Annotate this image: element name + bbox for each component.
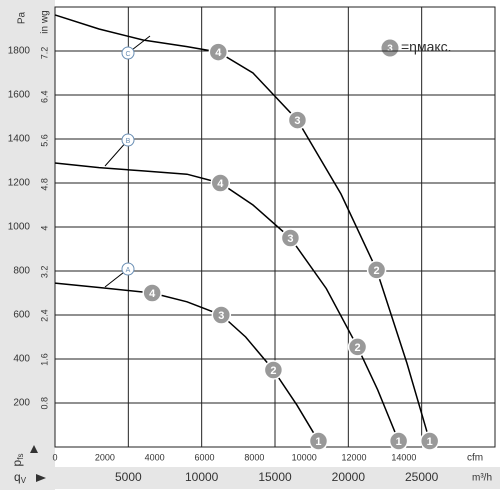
y2-unit: in wg xyxy=(40,10,51,33)
x2-tick-label: 12000 xyxy=(342,452,367,462)
y-tick-label: 1000 xyxy=(8,222,31,233)
operating-point-label: 1 xyxy=(396,436,402,448)
operating-point xyxy=(388,431,409,451)
x2-tick-label: 10000 xyxy=(292,452,317,462)
x-label: qV xyxy=(14,470,27,485)
y-tick-label: 800 xyxy=(13,266,30,277)
y2-tick-label: 3.2 xyxy=(39,266,49,279)
operating-point xyxy=(366,260,387,280)
operating-point-label: 3 xyxy=(294,115,300,127)
curve xyxy=(54,162,400,442)
series-tag xyxy=(121,133,135,147)
operating-point-label: 2 xyxy=(270,365,276,377)
operating-point xyxy=(210,173,231,193)
bottom-band xyxy=(0,467,500,489)
y-tick-label: 1400 xyxy=(8,134,31,145)
x2-tick-label: 6000 xyxy=(195,452,215,462)
series-name: B xyxy=(126,138,131,145)
y-tick-label: 1600 xyxy=(8,90,31,101)
x-tick-label: 10000 xyxy=(185,470,219,484)
x2-tick-label: 14000 xyxy=(391,452,416,462)
y2-tick-label: 2.4 xyxy=(39,309,49,322)
operating-point xyxy=(208,42,229,62)
y-tick-label: 1800 xyxy=(8,46,31,57)
operating-point xyxy=(347,337,368,357)
y2-tick-label: 6.4 xyxy=(39,90,49,103)
y-arrow xyxy=(30,445,38,453)
operating-point-label: 3 xyxy=(218,310,224,322)
series-name: A xyxy=(126,267,131,274)
x2-tick-label: 8000 xyxy=(244,452,264,462)
legend-text: =ηмакс. xyxy=(401,39,452,55)
operating-point-label: 3 xyxy=(287,233,293,245)
operating-point xyxy=(280,228,301,248)
x-arrow xyxy=(36,474,46,482)
operating-point xyxy=(211,305,232,325)
operating-point-label: 2 xyxy=(354,342,360,354)
operating-point xyxy=(419,431,440,451)
y2-tick-label: 5.6 xyxy=(39,134,49,147)
x-unit: m³/h xyxy=(472,473,492,484)
x-tick-label: 25000 xyxy=(405,470,439,484)
legend-marker-label: 3 xyxy=(387,44,393,55)
x2-unit: cfm xyxy=(467,453,483,464)
operating-point-label: 4 xyxy=(215,47,222,59)
operating-point xyxy=(287,110,308,130)
operating-point xyxy=(142,283,162,303)
y2-tick-label: 4 xyxy=(39,226,49,231)
y2-tick-label: 1.6 xyxy=(39,353,49,366)
series-name: C xyxy=(125,51,130,58)
x-tick-label: 5000 xyxy=(115,470,142,484)
y-tick-label: 1200 xyxy=(8,178,31,189)
y-tick-label: 600 xyxy=(13,310,30,321)
series-tag xyxy=(121,46,135,60)
operating-point xyxy=(308,431,329,451)
y-label: pfs xyxy=(10,454,25,467)
operating-point-label: 4 xyxy=(149,288,156,300)
operating-point-label: 1 xyxy=(427,436,433,448)
operating-point xyxy=(263,360,284,380)
operating-point-label: 1 xyxy=(315,436,321,448)
operating-point-label: 4 xyxy=(217,178,224,190)
left-band xyxy=(0,0,55,490)
operating-point-label: 2 xyxy=(374,265,380,277)
y2-tick-label: 4.8 xyxy=(39,178,49,191)
x-tick-label: 20000 xyxy=(332,470,366,484)
y-tick-label: 400 xyxy=(13,354,30,365)
y-unit: Pa xyxy=(17,11,28,24)
x2-tick-label: 2000 xyxy=(95,452,115,462)
x2-tick-label: 4000 xyxy=(145,452,165,462)
curve xyxy=(54,14,431,442)
x2-tick-label: 0 xyxy=(52,452,57,462)
y-tick-label: 200 xyxy=(13,398,30,409)
x-tick-label: 15000 xyxy=(258,470,292,484)
series-tag xyxy=(121,262,135,276)
legend-marker xyxy=(380,38,400,58)
y2-tick-label: 7.2 xyxy=(39,47,49,60)
y2-tick-label: 0.8 xyxy=(39,397,49,410)
